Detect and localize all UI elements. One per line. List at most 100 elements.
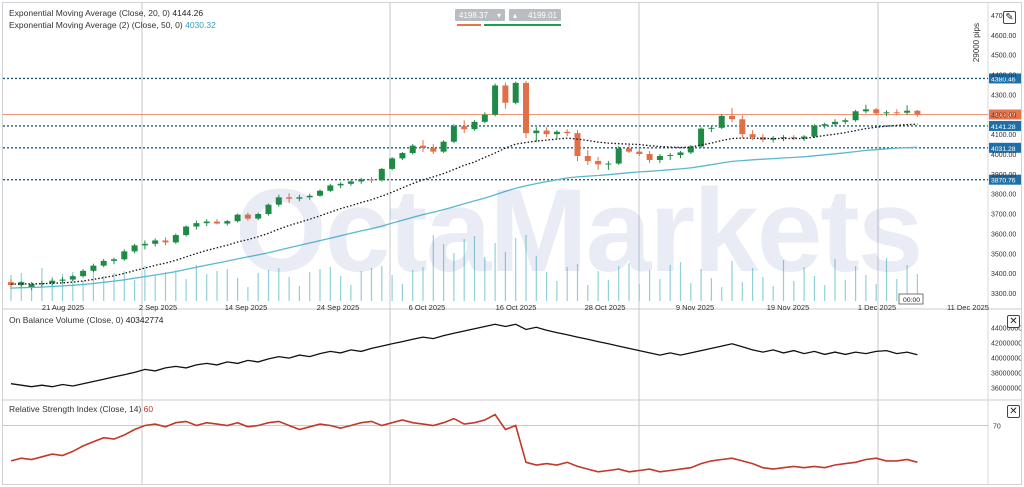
candle-body[interactable] xyxy=(852,111,859,121)
candle-body[interactable] xyxy=(687,146,694,153)
candle-body[interactable] xyxy=(255,214,262,219)
candle-body[interactable] xyxy=(275,197,282,205)
candle-body[interactable] xyxy=(327,185,334,191)
candle-body[interactable] xyxy=(306,195,313,198)
ema20-legend[interactable]: Exponential Moving Average (Close, 20, 0… xyxy=(9,7,216,19)
candle-body[interactable] xyxy=(296,197,303,199)
candle-body[interactable] xyxy=(862,109,869,112)
obv-close-icon[interactable]: ✕ xyxy=(1007,315,1020,328)
candle-body[interactable] xyxy=(317,190,323,196)
candle-body[interactable] xyxy=(605,163,612,165)
candle-body[interactable] xyxy=(80,270,87,277)
candle-body[interactable] xyxy=(28,284,35,288)
candle-body[interactable] xyxy=(471,121,478,130)
candle-body[interactable] xyxy=(904,110,911,113)
candle-body[interactable] xyxy=(389,158,396,169)
candle-body[interactable] xyxy=(656,156,663,160)
candle-body[interactable] xyxy=(440,141,447,152)
bid-button[interactable]: 4198.37 ▾ xyxy=(455,9,505,21)
candle-body[interactable] xyxy=(770,138,777,140)
candle-body[interactable] xyxy=(214,221,220,224)
candle-body[interactable] xyxy=(626,148,632,152)
candle-body[interactable] xyxy=(90,265,97,271)
candle-body[interactable] xyxy=(615,148,622,164)
candle-body[interactable] xyxy=(378,168,385,181)
candle-body[interactable] xyxy=(543,130,550,135)
candle-body[interactable] xyxy=(152,240,159,244)
candle-body[interactable] xyxy=(49,280,56,284)
candle-body[interactable] xyxy=(337,183,344,186)
candle-body[interactable] xyxy=(780,137,787,139)
candle-body[interactable] xyxy=(533,130,540,134)
candle-body[interactable] xyxy=(492,85,499,115)
candle-body[interactable] xyxy=(883,112,890,114)
candle-body[interactable] xyxy=(481,114,488,122)
obv-legend[interactable]: On Balance Volume (Close, 0) 40342774 xyxy=(9,314,164,326)
candle-body[interactable] xyxy=(193,223,200,227)
candle-body[interactable] xyxy=(749,134,756,138)
candle-body[interactable] xyxy=(893,112,900,114)
candle-body[interactable] xyxy=(111,259,117,261)
rsi-legend[interactable]: Relative Strength Index (Close, 14) 60 xyxy=(9,403,153,415)
candle-body[interactable] xyxy=(718,115,725,128)
candle-body[interactable] xyxy=(842,120,849,122)
candle-body[interactable] xyxy=(183,226,190,236)
candle-body[interactable] xyxy=(832,121,838,125)
candle-body[interactable] xyxy=(739,119,746,135)
candle-body[interactable] xyxy=(286,197,293,199)
candle-body[interactable] xyxy=(121,251,128,260)
candle-body[interactable] xyxy=(914,110,921,115)
candle-body[interactable] xyxy=(523,82,529,134)
candle-body[interactable] xyxy=(811,125,818,137)
ema50-legend[interactable]: Exponential Moving Average (2) (Close, 5… xyxy=(9,19,216,31)
candle-body[interactable] xyxy=(69,276,76,280)
candle-body[interactable] xyxy=(553,131,560,135)
candle-body[interactable] xyxy=(574,133,581,157)
candle-body[interactable] xyxy=(265,204,272,215)
candle-body[interactable] xyxy=(18,282,25,286)
candle-body[interactable] xyxy=(502,85,509,103)
chart-canvas[interactable]: 4380.46 4141.28 4031.28 3870.76 4198.37 21 A… xyxy=(3,3,1021,484)
candle-body[interactable] xyxy=(141,243,148,246)
edit-icon[interactable]: ✎ xyxy=(1003,11,1016,24)
candle-body[interactable] xyxy=(100,260,107,266)
candle-body[interactable] xyxy=(801,136,808,139)
candle-body[interactable] xyxy=(759,137,766,140)
candle-body[interactable] xyxy=(873,109,880,114)
candle-body[interactable] xyxy=(450,126,457,142)
candle-body[interactable] xyxy=(203,221,210,224)
candle-body[interactable] xyxy=(677,152,684,156)
candle-body[interactable] xyxy=(224,221,231,224)
candlesticks[interactable] xyxy=(8,80,921,291)
candle-body[interactable] xyxy=(729,115,735,120)
candle-body[interactable] xyxy=(430,148,437,152)
candle-body[interactable] xyxy=(234,214,241,222)
ask-arrow-icon: ▴ xyxy=(513,10,518,20)
candle-body[interactable] xyxy=(399,153,406,159)
candle-body[interactable] xyxy=(347,181,354,184)
candle-body[interactable] xyxy=(790,137,797,139)
candle-body[interactable] xyxy=(358,179,365,182)
candle-body[interactable] xyxy=(131,245,138,252)
candle-body[interactable] xyxy=(59,279,66,281)
candle-body[interactable] xyxy=(244,214,251,219)
candle-body[interactable] xyxy=(409,145,416,154)
ask-button[interactable]: ▴ 4199.01 xyxy=(509,9,561,21)
candle-body[interactable] xyxy=(38,283,45,285)
candle-body[interactable] xyxy=(162,240,169,243)
candle-body[interactable] xyxy=(420,145,426,149)
candle-body[interactable] xyxy=(698,128,705,147)
rsi-close-icon[interactable]: ✕ xyxy=(1007,405,1020,418)
candle-body[interactable] xyxy=(368,179,375,181)
candle-body[interactable] xyxy=(708,127,715,129)
candle-body[interactable] xyxy=(461,126,468,130)
candle-body[interactable] xyxy=(595,160,602,165)
candle-body[interactable] xyxy=(821,124,828,126)
candle-body[interactable] xyxy=(584,156,591,161)
candle-body[interactable] xyxy=(646,154,653,160)
candle-body[interactable] xyxy=(172,235,179,243)
candle-body[interactable] xyxy=(667,155,674,157)
candle-body[interactable] xyxy=(512,82,519,103)
candle-body[interactable] xyxy=(636,151,643,155)
candle-body[interactable] xyxy=(564,131,571,134)
